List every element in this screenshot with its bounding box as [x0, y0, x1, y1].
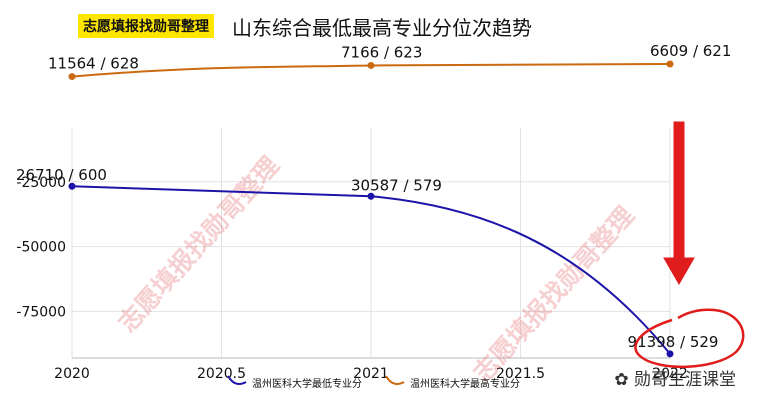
data-label: 91398 / 529 — [628, 333, 719, 351]
legend-label: 温州医科大学最低专业分 — [252, 377, 362, 390]
watermark-text: 志愿填报找勋哥整理 — [113, 151, 285, 338]
data-point — [367, 192, 375, 200]
data-label: 11564 / 628 — [48, 55, 139, 73]
data-point — [666, 350, 674, 358]
data-label: 30587 / 579 — [351, 176, 442, 194]
data-point — [68, 182, 76, 190]
highlight-arrow — [663, 121, 695, 286]
x-tick-label: 2021.5 — [496, 366, 545, 382]
legend-label: 温州医科大学最高专业分 — [410, 377, 520, 390]
highlight-circle — [634, 308, 745, 369]
data-label: 26710 / 600 — [16, 166, 107, 184]
x-tick-label: 2022 — [652, 366, 688, 382]
y-tick-label: -50000 — [16, 240, 66, 256]
data-point — [68, 73, 76, 81]
brand-text: 勋哥生涯课堂 — [634, 370, 736, 390]
data-label: 7166 / 623 — [341, 43, 422, 61]
x-tick-label: 2020 — [54, 366, 90, 382]
chart-title: 山东综合最低最高专业分位次趋势 — [232, 16, 532, 40]
watermark-badge: 志愿填报找勋哥整理 — [78, 14, 214, 38]
legend-swatch — [227, 375, 247, 385]
wechat-icon: ✿ — [614, 370, 634, 390]
y-tick-label: -75000 — [16, 304, 66, 320]
x-tick-label: 2021 — [353, 366, 389, 382]
legend-swatch — [385, 375, 405, 385]
x-tick-label: 2020.5 — [197, 366, 246, 382]
series-line — [71, 63, 671, 78]
data-point — [367, 61, 375, 69]
data-point — [666, 60, 674, 68]
data-label: 6609 / 621 — [650, 42, 731, 60]
y-tick-label: -25000 — [16, 175, 66, 191]
brand-label: ✿ 勋哥生涯课堂 — [614, 365, 736, 390]
series-line — [71, 185, 671, 355]
